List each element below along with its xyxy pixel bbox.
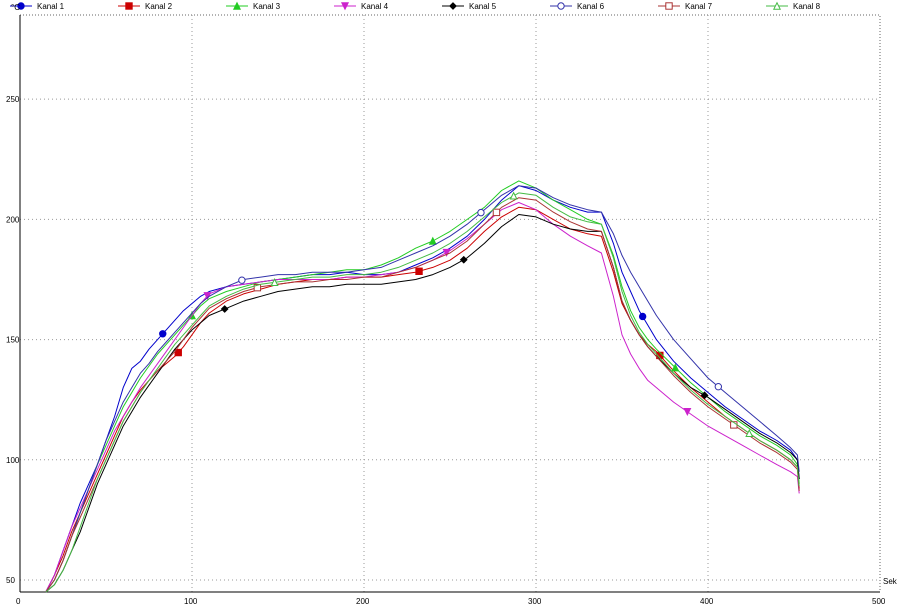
plot-frame (19, 14, 881, 593)
chart-axes: 50 100 150 200 250 0 100 200 300 400 500 (6, 15, 886, 606)
legend-label: Kanal 5 (469, 2, 497, 11)
legend-marker (557, 2, 565, 10)
series-marker (683, 407, 692, 417)
y-tick-label: 250 (6, 95, 20, 104)
x-tick-label: 100 (184, 597, 198, 606)
legend-label: Kanal 8 (793, 2, 821, 11)
y-tick-label: 200 (6, 215, 20, 224)
y-axis-label: °C (11, 3, 20, 12)
series-marker (671, 363, 680, 372)
legend-marker (17, 2, 25, 10)
legend-label: Kanal 6 (577, 2, 605, 11)
series-marker (415, 267, 423, 275)
y-tick-label: 50 (6, 576, 15, 585)
series-marker (459, 255, 468, 264)
legend-marker (232, 1, 242, 10)
series-kanal-8 (45, 191, 800, 593)
legend-item: Kanal 6 (550, 2, 605, 11)
legend-marker (665, 2, 673, 10)
x-tick-label: 0 (16, 597, 21, 606)
x-tick-label: 500 (872, 597, 886, 606)
legend-label: Kanal 2 (145, 2, 173, 11)
legend-item: Kanal 5 (442, 2, 497, 11)
series-marker (492, 208, 501, 217)
series-line (45, 185, 800, 593)
legend-marker (449, 2, 457, 10)
x-tick-label: 300 (528, 597, 542, 606)
series-marker (220, 305, 229, 313)
series-marker (745, 429, 754, 438)
legend-label: Kanal 1 (37, 2, 65, 11)
series-marker (509, 191, 518, 200)
series-marker (253, 283, 262, 292)
series-line (45, 214, 800, 593)
series-kanal-5 (45, 214, 800, 593)
series-marker (442, 248, 451, 257)
series-marker (238, 276, 246, 284)
legend-label: Kanal 4 (361, 2, 389, 11)
series-line (45, 185, 800, 593)
y-tick-label: 100 (6, 456, 20, 465)
series-marker (700, 391, 709, 400)
legend-label: Kanal 3 (253, 2, 281, 11)
series-marker (270, 278, 279, 287)
series-line (45, 180, 800, 593)
legend-label: Kanal 7 (685, 2, 713, 11)
series-line (45, 192, 800, 593)
series-marker (638, 312, 647, 321)
legend-marker (772, 1, 782, 10)
legend-item: Kanal 3 (226, 1, 281, 11)
series-kanal-3 (45, 180, 800, 593)
y-tick-label: 150 (6, 336, 20, 345)
x-tick-label: 200 (356, 597, 370, 606)
series-kanal-6 (45, 185, 800, 593)
series-marker (174, 348, 182, 357)
legend-item: Kanal 1 (10, 2, 65, 11)
chart-series (45, 180, 800, 593)
series-kanal-1 (45, 185, 800, 593)
series-marker (428, 236, 437, 245)
legend-marker (125, 2, 133, 10)
series-marker (714, 382, 723, 391)
chart-grid (19, 14, 881, 593)
legend-item: Kanal 4 (334, 2, 389, 11)
legend-marker (340, 2, 350, 11)
series-line (45, 202, 800, 593)
series-marker (159, 330, 167, 338)
legend-item: Kanal 2 (118, 2, 173, 11)
legend-item: Kanal 7 (658, 2, 713, 11)
series-marker (477, 208, 485, 217)
x-tick-label: 400 (700, 597, 714, 606)
chart-legend: Kanal 1 Kanal 2 Kanal 3 Kanal 4 Kanal 5 Kanal… (10, 1, 821, 11)
x-axis-label: Sek (883, 577, 898, 586)
series-kanal-4 (45, 202, 800, 593)
legend-item: Kanal 8 (766, 1, 821, 11)
